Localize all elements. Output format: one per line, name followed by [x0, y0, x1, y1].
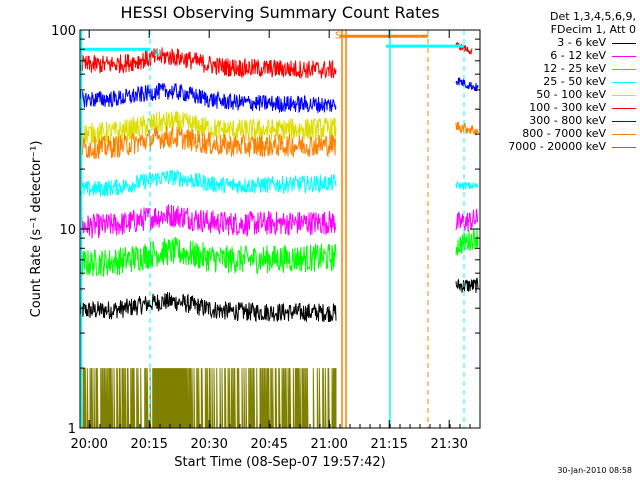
series-line-6-1 [455, 77, 479, 92]
chart-title: HESSI Observing Summary Count Rates [120, 3, 439, 22]
series-line-2-1 [455, 228, 479, 256]
marker-n: N [153, 48, 160, 59]
legend-swatch [612, 121, 636, 122]
legend-swatch [612, 95, 636, 96]
series-8 [80, 368, 337, 429]
series-line-3-1 [455, 180, 479, 191]
legend-label: 50 - 100 keV [536, 88, 606, 101]
legend-entry-5: 100 - 300 keV [486, 101, 636, 114]
series-2 [79, 228, 479, 277]
legend-entries: 3 - 6 keV 6 - 12 keV 12 - 25 keV 25 - 50 ke… [486, 36, 636, 153]
x-tick-label-6: 21:30 [430, 437, 467, 452]
data-traces [79, 41, 479, 429]
series-line-4-0 [79, 110, 337, 145]
legend-swatch [612, 108, 636, 109]
x-tick-label-4: 21:00 [310, 437, 347, 452]
legend-label: 3 - 6 keV [557, 36, 606, 49]
legend-entry-1: 6 - 12 keV [486, 49, 636, 62]
legend-swatch [612, 134, 636, 135]
legend-label: 25 - 50 keV [543, 75, 606, 88]
series-line-1-1 [455, 208, 479, 232]
legend-entry-6: 300 - 800 keV [486, 114, 636, 127]
legend-label: 100 - 300 keV [529, 101, 606, 114]
series-line-0-1 [455, 277, 479, 293]
x-axis-label: Start Time (08-Sep-07 19:57:42) [174, 455, 385, 470]
series-line-3-0 [79, 169, 337, 197]
legend-header-line-2: FDecim 1, Att 0 [550, 23, 636, 36]
series-line-0-0 [79, 292, 337, 323]
marker-s: S [335, 31, 341, 42]
legend-label: 800 - 7000 keV [522, 127, 606, 140]
series-4 [79, 110, 337, 145]
legend-header-line-1: Det 1,3,4,5,6,9, [549, 10, 636, 23]
series-6 [79, 77, 479, 114]
plot-frame [79, 29, 481, 429]
series-line-7-1 [455, 121, 479, 136]
legend-swatch [612, 56, 636, 57]
x-tick-label-5: 21:15 [370, 437, 407, 452]
x-tick-label-1: 20:15 [130, 437, 167, 452]
legend-swatch [612, 147, 636, 148]
legend-entry-4: 50 - 100 keV [486, 88, 636, 101]
series-line-1-0 [79, 204, 337, 239]
legend-entry-8: 7000 - 20000 keV [486, 140, 636, 153]
x-tick-label-3: 20:45 [250, 437, 287, 452]
series-7 [79, 121, 479, 160]
legend-swatch [612, 43, 636, 44]
x-tick-label-0: 20:00 [70, 437, 107, 452]
legend-entry-0: 3 - 6 keV [486, 36, 636, 49]
y-axis-label: Count Rate (s⁻¹ detector⁻¹) [29, 141, 44, 318]
series-3 [79, 169, 479, 197]
series-0 [79, 277, 479, 323]
legend-label: 7000 - 20000 keV [508, 140, 606, 153]
legend-label: 12 - 25 keV [543, 62, 606, 75]
legend-entry-3: 25 - 50 keV [486, 75, 636, 88]
series-line-2-0 [79, 236, 337, 277]
series-line-5-0 [79, 47, 337, 79]
legend-label: 300 - 800 keV [529, 114, 606, 127]
legend-swatch [612, 82, 636, 83]
legend-entry-7: 800 - 7000 keV [486, 127, 636, 140]
legend-label: 6 - 12 keV [550, 49, 606, 62]
series-line-7-0 [79, 126, 337, 160]
axes: 20:00 20:15 20:30 20:45 21:00 21:15 21:30 1 10 10… [51, 24, 481, 452]
y-tick-label-0: 1 [68, 422, 76, 437]
legend-swatch [612, 69, 636, 70]
series-line-8-0 [80, 368, 337, 429]
y-tick-label-2: 100 [51, 24, 76, 39]
x-tick-label-2: 20:30 [190, 437, 227, 452]
y-tick-label-1: 10 [59, 223, 76, 238]
legend-entry-2: 12 - 25 keV [486, 62, 636, 75]
series-line-6-0 [79, 82, 337, 114]
footer-date: 30-Jan-2010 08:58 [557, 466, 632, 475]
legend: Det 1,3,4,5,6,9, FDecim 1, Att 0 3 - 6 k… [486, 10, 636, 153]
series-1 [79, 204, 479, 239]
